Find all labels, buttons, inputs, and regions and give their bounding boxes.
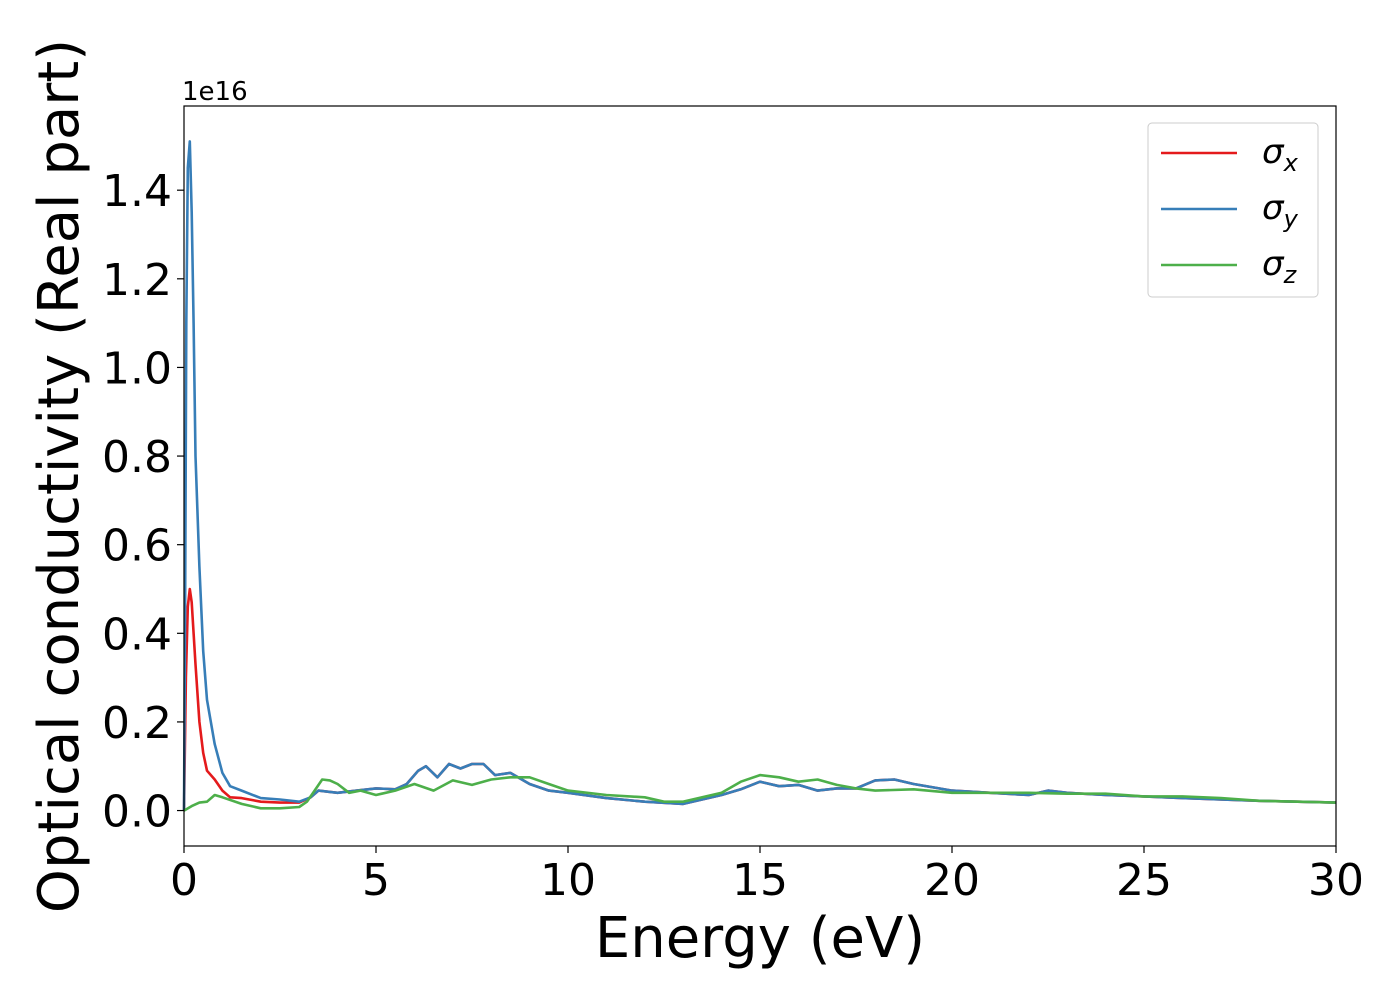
- y-tick-label: 0.0: [102, 787, 172, 838]
- y-tick-label: 1.4: [102, 166, 172, 217]
- plot-area: [184, 106, 1336, 846]
- series-layer: [182, 140, 1337, 812]
- y-axis-title: Optical conductivity (Real part): [27, 39, 92, 913]
- y-tick-label: 1.2: [102, 255, 172, 306]
- legend-label-y: σy: [1262, 188, 1299, 233]
- x-axis: 0 5 10 15 20 25 30: [170, 846, 1364, 906]
- x-axis-title: Energy (eV): [595, 906, 925, 971]
- y-offset-label: 1e16: [182, 77, 248, 107]
- series-line-z: [183, 773, 1337, 812]
- y-tick-label: 0.2: [102, 698, 172, 749]
- legend: σx σy σz: [1147, 122, 1319, 298]
- x-tick-label: 5: [362, 855, 390, 906]
- y-tick-label: 1.0: [102, 343, 172, 394]
- y-tick-label: 0.8: [102, 432, 172, 483]
- y-tick-label: 0.4: [102, 609, 172, 660]
- x-tick-label: 10: [540, 855, 596, 906]
- x-tick-label: 25: [1116, 855, 1172, 906]
- x-tick-label: 0: [170, 855, 198, 906]
- legend-label-z: σz: [1262, 244, 1298, 289]
- x-tick-label: 30: [1308, 855, 1364, 906]
- y-tick-label: 0.6: [102, 521, 172, 572]
- x-tick-label: 15: [732, 855, 788, 906]
- x-tick-label: 20: [924, 855, 980, 906]
- legend-label-x: σx: [1262, 132, 1299, 177]
- y-axis: 0.0 0.2 0.4 0.6 0.8 1.0 1.2 1.4: [102, 166, 184, 838]
